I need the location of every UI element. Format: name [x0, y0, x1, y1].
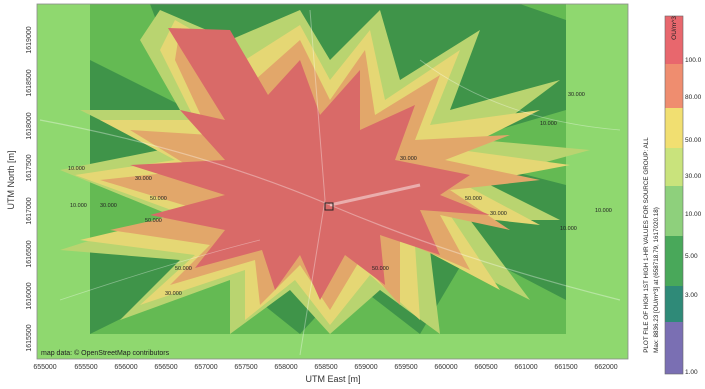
y-axis: 1619000 1618500 1618000 1617500 1617000 …: [6, 26, 33, 351]
concentration-map[interactable]: 10.000 30.000 50.000 50.000 30.000 10.00…: [37, 4, 628, 359]
x-tick-label: 662000: [594, 364, 617, 371]
basemap-features: [39, 9, 621, 356]
x-axis: 655000 655500 656000 656500 657000 65750…: [33, 364, 617, 384]
legend-label: 30.00: [685, 173, 702, 180]
legend-label: 3.00: [685, 292, 698, 299]
legend-label: 50.00: [685, 137, 702, 144]
legend-swatch-30: [665, 148, 683, 186]
legend-label: 1.00: [685, 369, 698, 376]
contour-label: 30.000: [568, 92, 585, 98]
y-tick-label: 1616500: [26, 240, 33, 267]
legend-swatch-10: [665, 186, 683, 236]
contour-label: 10.000: [560, 226, 577, 232]
contour-label: 30.000: [165, 291, 182, 297]
y-tick-label: 1617500: [26, 154, 33, 181]
x-tick-label: 659500: [394, 364, 417, 371]
y-tick-label: 1619000: [26, 26, 33, 53]
map-attribution[interactable]: map data: © OpenStreetMap contributors: [41, 349, 170, 357]
legend: OU/m^3 100.0 80.00 50.00 30.00 10.00 5.0…: [664, 15, 702, 376]
caption-line-2: Max: 8836.23 [OU/m^3] at (658718.79, 161…: [653, 207, 660, 353]
legend-swatch-3: [665, 286, 683, 322]
contour-label: 10.000: [68, 166, 85, 172]
x-tick-label: 658000: [274, 364, 297, 371]
contour-label: 30.000: [100, 203, 117, 209]
x-tick-label: 657500: [234, 364, 257, 371]
contour-band-100: [130, 28, 490, 300]
contour-label: 50.000: [150, 196, 167, 202]
contour-label: 10.000: [540, 121, 557, 127]
x-tick-label: 660000: [434, 364, 457, 371]
contour-label: 10.000: [595, 208, 612, 214]
caption-line-1: PLOT FILE OF HIGH 1ST HIGH 1-HR VALUES F…: [643, 137, 650, 353]
x-tick-label: 661500: [554, 364, 577, 371]
legend-label: 80.00: [685, 94, 702, 101]
legend-swatch-100: [665, 16, 683, 64]
y-tick-label: 1617000: [26, 197, 33, 224]
y-tick-label: 1618500: [26, 69, 33, 96]
legend-unit: OU/m^3: [671, 16, 678, 40]
y-tick-label: 1615500: [26, 324, 33, 351]
legend-label: 10.00: [685, 211, 702, 218]
legend-label: 5.00: [685, 253, 698, 260]
legend-swatch-80: [665, 64, 683, 108]
legend-swatch-50: [665, 108, 683, 148]
plot-caption: PLOT FILE OF HIGH 1ST HIGH 1-HR VALUES F…: [643, 137, 660, 353]
x-tick-label: 656500: [154, 364, 177, 371]
y-tick-label: 1618000: [26, 112, 33, 139]
legend-swatch-1: [665, 322, 683, 374]
max-location-marker: [324, 202, 334, 211]
x-tick-label: 656000: [114, 364, 137, 371]
contour-label: 30.000: [135, 176, 152, 182]
y-tick-label: 1616000: [26, 282, 33, 309]
contour-label: 50.000: [465, 196, 482, 202]
contour-label: 10.000: [70, 203, 87, 209]
contour-labels: 10.000 30.000 50.000 50.000 30.000 10.00…: [68, 92, 612, 297]
contour-label: 30.000: [400, 156, 417, 162]
legend-bar-border: [664, 15, 684, 375]
contour-label: 50.000: [175, 266, 192, 272]
x-tick-label: 655000: [33, 364, 56, 371]
x-tick-label: 659000: [354, 364, 377, 371]
legend-swatch-5: [665, 236, 683, 286]
y-axis-title: UTM North [m]: [6, 150, 16, 209]
x-axis-title: UTM East [m]: [305, 374, 360, 384]
x-tick-label: 658500: [314, 364, 337, 371]
legend-label: 100.0: [685, 57, 702, 64]
x-tick-label: 655500: [74, 364, 97, 371]
x-tick-label: 661000: [514, 364, 537, 371]
contour-label: 30.000: [490, 211, 507, 217]
x-tick-label: 657000: [194, 364, 217, 371]
plot-border: [36, 3, 629, 360]
contour-label: 50.000: [372, 266, 389, 272]
contour-label: 50.000: [145, 218, 162, 224]
x-tick-label: 660500: [474, 364, 497, 371]
